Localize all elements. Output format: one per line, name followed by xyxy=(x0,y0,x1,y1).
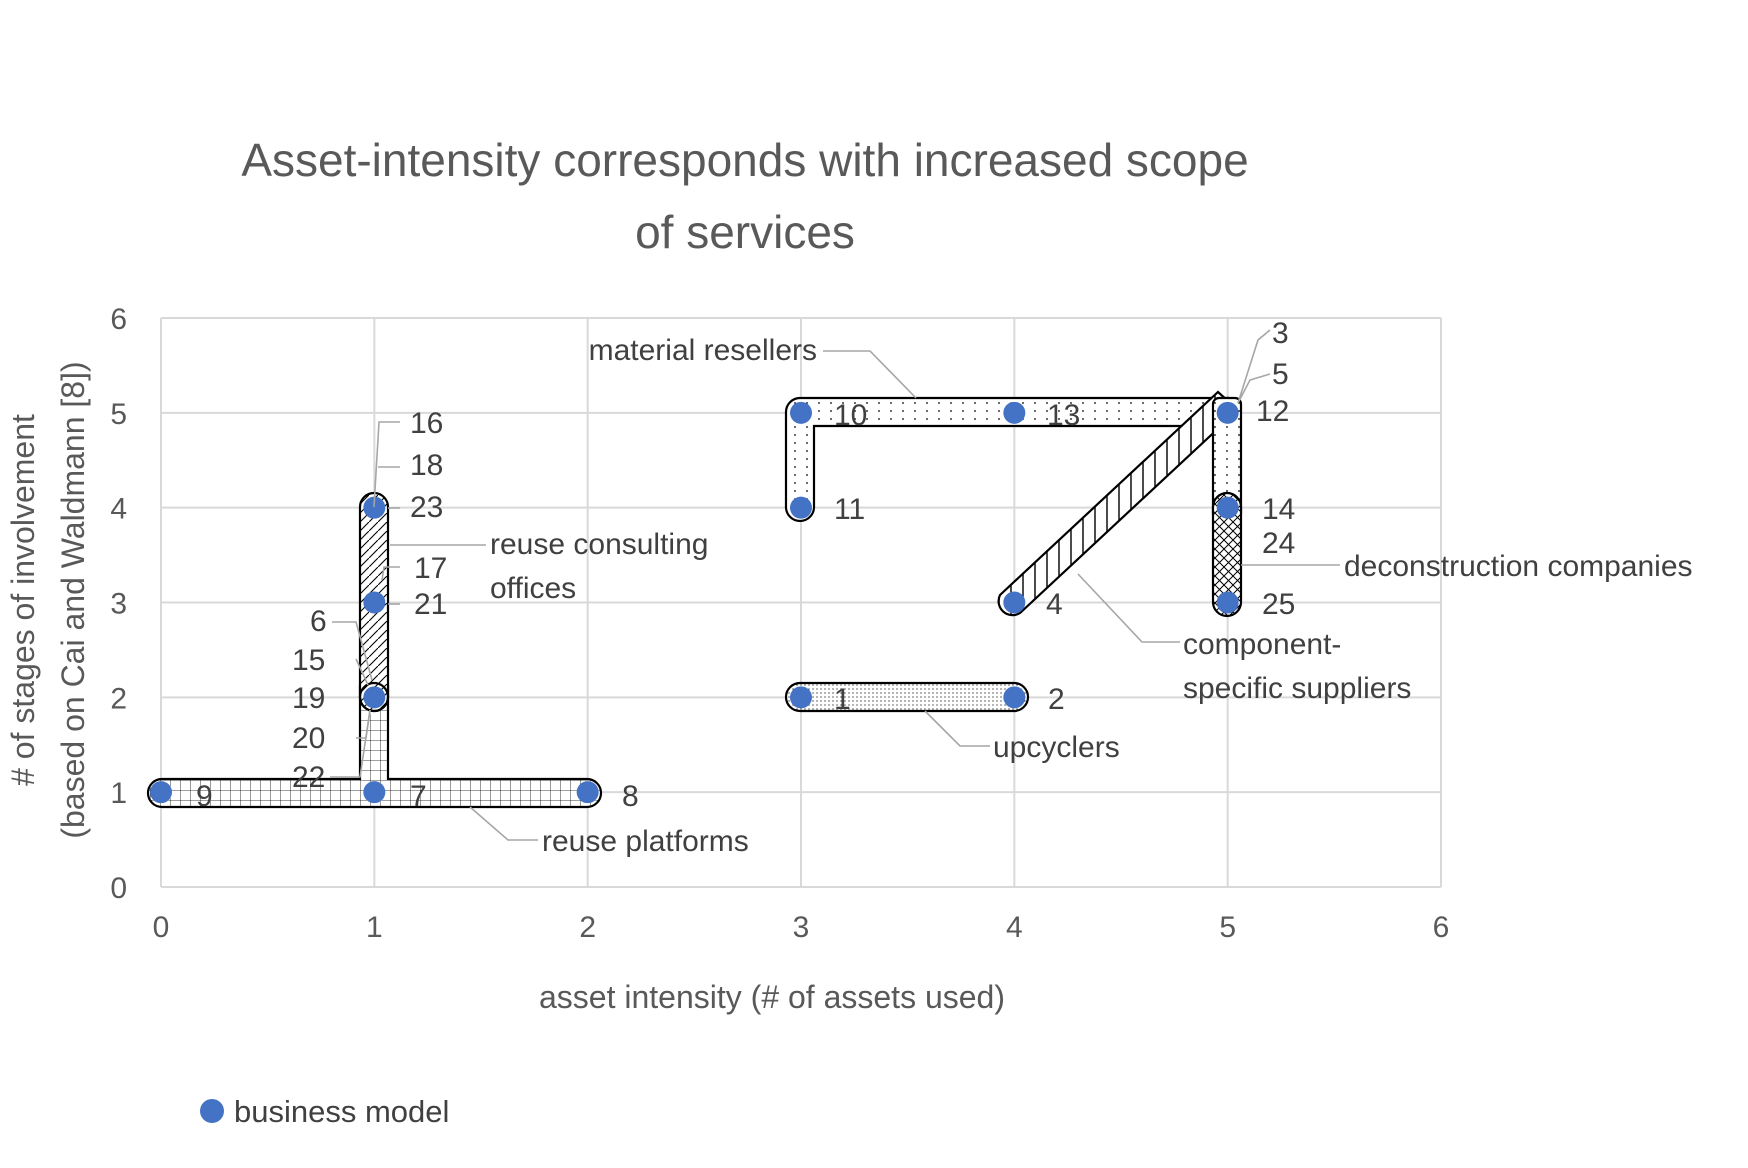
point-label-23: 23 xyxy=(410,491,443,524)
y-tick-2: 2 xyxy=(110,682,127,715)
point-label-21: 21 xyxy=(414,588,447,621)
group-shape-overlap-ring xyxy=(358,681,390,713)
group-shape-material-resellers xyxy=(784,396,1230,523)
point-4-5 xyxy=(1003,401,1026,424)
point-label-24: 24 xyxy=(1262,527,1295,560)
point-label-7: 7 xyxy=(410,780,427,813)
y-tick-0: 0 xyxy=(110,872,127,905)
legend: business model xyxy=(200,1094,449,1129)
point-1-3 xyxy=(363,591,386,614)
y-tick-labels: 0 1 2 3 4 5 6 xyxy=(110,303,127,905)
point-label-6: 6 xyxy=(310,605,327,638)
point-label-19: 19 xyxy=(292,682,325,715)
group-labels: material resellers reuse consulting offi… xyxy=(490,334,1693,858)
x-tick-5: 5 xyxy=(1219,911,1236,944)
group-label-upcyclers: upcyclers xyxy=(993,731,1120,764)
point-0-1 xyxy=(150,781,172,804)
y-axis-title-line-2: (based on Cai and Waldmann [8]) xyxy=(55,361,91,838)
legend-marker-business-model xyxy=(200,1099,224,1123)
y-tick-4: 4 xyxy=(110,493,127,526)
leader-16 xyxy=(373,421,400,508)
leader-reuse-platforms xyxy=(469,806,538,841)
x-tick-1: 1 xyxy=(366,911,383,944)
x-tick-4: 4 xyxy=(1006,911,1023,944)
x-tick-3: 3 xyxy=(793,911,810,944)
group-label-deconstruction: deconstruction companies xyxy=(1344,550,1693,583)
point-label-2: 2 xyxy=(1048,683,1065,716)
leader-component-suppliers xyxy=(1077,573,1180,643)
point-5-3 xyxy=(1216,591,1239,614)
x-tick-2: 2 xyxy=(579,911,596,944)
point-label-12: 12 xyxy=(1256,395,1289,428)
point-1-4 xyxy=(363,496,386,519)
point-3-5 xyxy=(790,401,812,424)
point-label-10: 10 xyxy=(834,399,867,432)
point-label-16: 16 xyxy=(410,407,443,440)
x-tick-0: 0 xyxy=(153,911,170,944)
group-label-reuse-platforms: reuse platforms xyxy=(542,825,749,858)
point-label-22: 22 xyxy=(292,761,325,794)
group-label-reuse-consulting: reuse consulting xyxy=(490,528,708,561)
leader-5 xyxy=(1237,373,1271,404)
data-points xyxy=(150,401,1239,804)
leader-3 xyxy=(1237,329,1271,404)
leader-15 xyxy=(355,658,369,686)
point-label-8: 8 xyxy=(622,780,639,813)
chart-title-line-2: of services xyxy=(635,206,855,258)
y-tick-5: 5 xyxy=(110,398,127,431)
point-label-1: 1 xyxy=(834,683,851,716)
point-1-2 xyxy=(363,686,386,709)
group-shape-deconstruction-bottom xyxy=(1211,491,1243,618)
point-5-4 xyxy=(1216,496,1239,519)
group-shape-reuse-platforms xyxy=(146,684,603,809)
x-tick-labels: 0 1 2 3 4 5 6 xyxy=(153,911,1450,944)
point-3-2 xyxy=(790,686,812,709)
point-label-14: 14 xyxy=(1262,493,1295,526)
group-label-component-1: component- xyxy=(1183,628,1341,661)
chart-title-line-1: Asset-intensity corresponds with increas… xyxy=(241,134,1248,186)
leader-22 xyxy=(330,709,371,778)
point-4-3 xyxy=(1003,591,1026,614)
point-label-3: 3 xyxy=(1272,317,1289,350)
group-shape-upcyclers xyxy=(784,681,1030,713)
group-label-material-resellers: material resellers xyxy=(589,334,817,367)
legend-label-business-model: business model xyxy=(234,1094,449,1129)
point-label-5: 5 xyxy=(1272,358,1289,391)
y-axis-title-line-1: # of stages of involvement xyxy=(5,414,41,786)
group-label-component-2: specific suppliers xyxy=(1183,672,1411,705)
leader-17 xyxy=(381,566,400,581)
point-label-9: 9 xyxy=(196,780,213,813)
x-tick-6: 6 xyxy=(1433,911,1450,944)
group-shapes xyxy=(146,390,1243,809)
leader-upcyclers xyxy=(924,710,990,747)
y-tick-3: 3 xyxy=(110,588,127,621)
y-tick-6: 6 xyxy=(110,303,127,336)
leader-6 xyxy=(332,621,373,681)
point-1-1 xyxy=(363,781,386,804)
x-axis-title: asset intensity (# of assets used) xyxy=(539,979,1005,1015)
point-5-5 xyxy=(1216,401,1239,424)
point-label-18: 18 xyxy=(410,449,443,482)
group-shape-component-suppliers xyxy=(997,390,1240,617)
point-label-20: 20 xyxy=(292,722,325,755)
point-4-2 xyxy=(1003,686,1026,709)
point-label-11: 11 xyxy=(834,493,865,526)
group-label-offices: offices xyxy=(490,572,576,605)
point-label-25: 25 xyxy=(1262,588,1295,621)
point-label-17: 17 xyxy=(414,552,447,585)
leader-lines xyxy=(330,329,1340,841)
point-label-15: 15 xyxy=(292,644,325,677)
point-labels: 9 7 8 16 18 23 17 21 6 15 19 20 22 10 13… xyxy=(196,317,1295,813)
point-label-13: 13 xyxy=(1047,399,1080,432)
point-label-4: 4 xyxy=(1046,588,1063,621)
y-tick-1: 1 xyxy=(110,777,127,810)
point-2-1 xyxy=(576,781,599,804)
point-3-4 xyxy=(790,496,812,519)
leader-material-resellers xyxy=(823,350,917,399)
